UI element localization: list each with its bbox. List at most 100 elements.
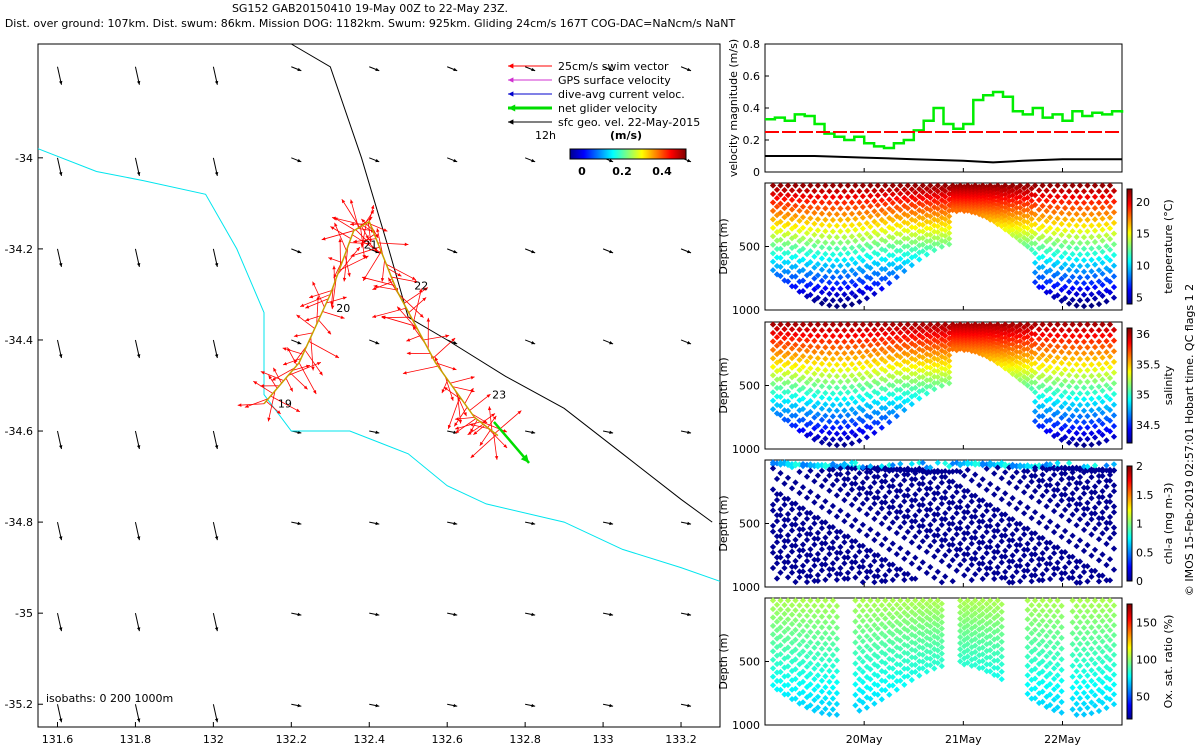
geo-arrow [134, 66, 141, 85]
section-colorbar [1126, 188, 1133, 305]
section-point [874, 280, 881, 287]
section-point [889, 252, 896, 259]
net-velocity-arrow [493, 421, 530, 464]
swim-vector [450, 376, 475, 384]
swim-vector [403, 287, 429, 304]
section-ylabel: Depth (m) [717, 495, 730, 551]
legend-label: dive-avg current veloc. [558, 88, 685, 101]
legend-arrow-icon [508, 91, 552, 97]
legend-label: GPS surface velocity [558, 74, 671, 87]
geo-arrow [134, 521, 141, 541]
swim-vector [413, 288, 423, 322]
swim-vector [361, 276, 395, 286]
day-labels: 19 20 21 22 23 [278, 238, 506, 410]
swim-vector [332, 265, 336, 283]
legend-item: GPS surface velocity [508, 74, 671, 87]
geo-arrow [134, 339, 141, 359]
section-point [897, 255, 904, 262]
section-colorbar-tick: 150 [1136, 617, 1157, 630]
swim-vector [305, 298, 329, 309]
geo-arrow [447, 521, 458, 526]
section-point [829, 285, 837, 293]
section-point [882, 275, 889, 282]
swim-vector [253, 380, 274, 394]
geo-arrow [56, 521, 63, 541]
section-colorbar-label: chl-a (mg m-3) [1162, 483, 1175, 565]
swim-vector [479, 429, 491, 446]
time-tick-label: 22May [1044, 733, 1081, 746]
swim-vector [444, 376, 454, 401]
velocity-ylabel: velocity magnitude (m/s) [727, 39, 740, 177]
swim-vector [292, 364, 311, 371]
section-colorbar [1126, 465, 1133, 582]
swim-vectors [237, 199, 522, 460]
swim-vector [353, 238, 377, 244]
swim-vector [361, 225, 370, 240]
swim-vector [271, 367, 295, 381]
velocity-line-surface-current [765, 155, 1122, 164]
salinity-section: 500 1000 Depth (m) 34.5 35 35.5 36 salinity [717, 321, 1175, 456]
geo-arrow [369, 339, 380, 345]
isobath-0m [37, 148, 721, 582]
geo-arrow [212, 248, 219, 268]
map-y-tick-label: -35 [15, 607, 33, 620]
geo-arrow [602, 430, 614, 435]
legend-arrow-icon [508, 77, 552, 83]
swim-vector [350, 246, 380, 257]
swim-vector [469, 393, 491, 411]
section-y-tick-label: 500 [739, 241, 760, 254]
swim-vector [464, 387, 474, 404]
section-point [818, 277, 826, 285]
geo-arrow [602, 248, 614, 254]
map-y-tick-label: -35.2 [5, 698, 33, 711]
section-colorbar-tick: 34.5 [1136, 419, 1161, 432]
section-point [859, 289, 867, 297]
day-label: 23 [492, 389, 506, 402]
swim-vector [386, 263, 417, 281]
swim-vector [296, 314, 315, 329]
header-line-1: SG152 GAB20150410 19-May 00Z to 22-May 2… [231, 2, 509, 15]
geo-arrow [212, 613, 219, 632]
section-ylabel: Depth (m) [717, 218, 730, 274]
swim-vector [368, 205, 375, 222]
geo-arrow [369, 612, 380, 617]
geo-arrow [602, 703, 614, 708]
geo-arrow [602, 66, 614, 72]
section-point [777, 263, 784, 271]
legend-arrow-icon [508, 63, 552, 69]
swim-vector [344, 254, 351, 277]
geo-arrow [680, 703, 692, 708]
section-point [856, 298, 863, 305]
swim-vector [293, 332, 313, 338]
swim-vector [244, 398, 269, 408]
geo-arrow [602, 339, 614, 345]
swim-vector [237, 403, 265, 407]
geo-arrow [447, 612, 458, 617]
geo-arrow [369, 66, 380, 72]
section-point [923, 251, 930, 258]
section-colorbar [1126, 603, 1133, 720]
swim-vector [426, 317, 431, 350]
geo-arrow [212, 521, 219, 541]
glider-track [263, 220, 499, 437]
swim-vector [318, 319, 332, 335]
swim-vector [330, 278, 337, 310]
day-label: 20 [336, 302, 350, 315]
geo-arrow [212, 430, 219, 450]
section-point [777, 254, 784, 262]
time-tick-label: 20May [846, 733, 883, 746]
geo-arrow [680, 248, 692, 254]
section-colorbar-tick: 2 [1136, 460, 1143, 473]
section-point [822, 273, 829, 280]
section-ylabel: Depth (m) [717, 357, 730, 413]
geo-arrow [680, 66, 692, 72]
section-colorbar-tick: 35.5 [1136, 358, 1161, 371]
geo-arrow [212, 66, 219, 85]
geo-arrow [525, 703, 536, 708]
map-x-tick-label: 132 [203, 733, 224, 746]
swim-vector [342, 246, 349, 282]
section-point [859, 268, 867, 275]
day-label: 21 [364, 238, 378, 251]
section-colorbar [1126, 327, 1133, 444]
colorbar-title: (m/s) [610, 129, 642, 142]
